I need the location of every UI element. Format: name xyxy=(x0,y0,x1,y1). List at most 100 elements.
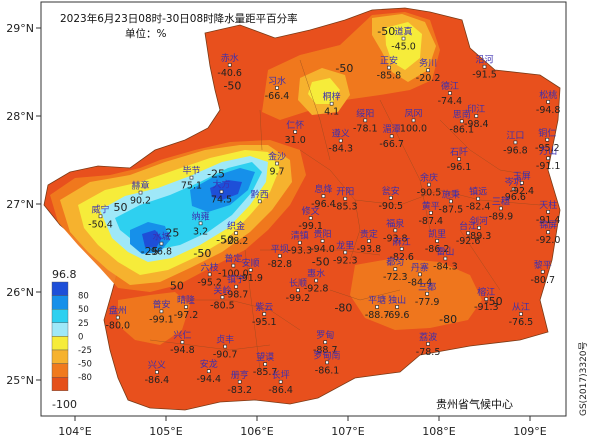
station-name: 凯里 xyxy=(428,228,446,240)
station-value: -86.2 xyxy=(425,244,450,255)
station-marker xyxy=(234,231,238,235)
station-0: 道真 -45.0 xyxy=(391,26,416,53)
station-marker xyxy=(323,340,328,344)
station-marker xyxy=(511,187,516,191)
station-12: 湄潭 -66.7 xyxy=(379,124,404,150)
station-name: 册亨 xyxy=(231,369,249,381)
legend-label-2: 25 xyxy=(78,319,89,329)
station-name: 麻江 xyxy=(393,236,411,248)
station-name: 惠水 xyxy=(307,268,325,280)
contour-label-11: -50 xyxy=(485,295,503,308)
station-marker xyxy=(237,379,242,384)
contour-label-13: -50 xyxy=(312,256,330,269)
legend-label-5: -50 xyxy=(78,360,92,370)
station-value: -93.3 xyxy=(287,246,312,257)
x-tick-label-0: 104°E xyxy=(58,425,91,438)
station-marker xyxy=(320,239,325,243)
station-name: 印江 xyxy=(467,103,485,115)
station-marker xyxy=(159,241,164,246)
station-81: 长坪 -86.4 xyxy=(268,369,293,396)
station-value: -99.1 xyxy=(298,221,323,232)
station-13: 松桃 -94.8 xyxy=(536,89,561,116)
station-value: -91.3 xyxy=(474,302,499,313)
station-name: 开阳 xyxy=(336,187,354,198)
station-marker xyxy=(482,64,487,69)
station-value: -72.3 xyxy=(383,272,408,283)
station-name: 关岭 xyxy=(213,284,231,296)
station-59: 惠水 -92.8 xyxy=(304,268,329,295)
station-17: 万山 -91.1 xyxy=(536,146,561,172)
station-value: -98.4 xyxy=(464,119,489,130)
station-value: -78.1 xyxy=(353,123,378,134)
contour-label-4: 25 xyxy=(165,227,179,240)
station-marker xyxy=(278,379,283,384)
station-value: -88.7 xyxy=(313,345,338,356)
station-marker xyxy=(138,190,143,195)
station-name: 丹寨 xyxy=(411,261,429,273)
station-marker xyxy=(393,228,398,233)
station-73: 平塘 -88.7 xyxy=(365,294,390,321)
band-0-minus25-north xyxy=(385,22,422,70)
station-value: -89.3 xyxy=(467,231,492,242)
station-name: 长顺 xyxy=(289,277,307,289)
band-over80-shuicheng xyxy=(142,230,162,248)
x-tick-label-2: 106°E xyxy=(240,425,273,438)
station-name: 罗甸 xyxy=(316,329,334,341)
station-name: 福泉 xyxy=(386,217,404,229)
station-marker xyxy=(375,305,379,309)
station-marker xyxy=(519,312,523,316)
station-49: 麻江 -82.6 xyxy=(389,236,414,263)
station-marker xyxy=(435,239,439,243)
station-value: -92.4 xyxy=(510,186,535,197)
station-marker xyxy=(513,140,518,145)
station-value: 74.5 xyxy=(211,195,232,206)
station-value: -95.1 xyxy=(252,317,277,328)
station-name: 黄平 xyxy=(422,200,440,212)
station-value: -95.2 xyxy=(197,277,222,288)
station-78: 册亨 -83.2 xyxy=(227,369,252,396)
station-name: 都匀 xyxy=(386,256,404,268)
station-value: 9.7 xyxy=(269,167,284,178)
station-marker xyxy=(474,114,479,118)
station-name: 金沙 xyxy=(268,151,286,163)
station-marker xyxy=(275,86,279,90)
station-marker xyxy=(198,221,203,226)
station-marker xyxy=(338,138,343,143)
station-20: 毕节 75.1 xyxy=(181,165,202,192)
station-value: -66.4 xyxy=(265,91,290,102)
station-value: -77.9 xyxy=(415,297,440,308)
station-name: 平塘 xyxy=(368,294,386,306)
station-marker xyxy=(388,196,393,200)
station-marker xyxy=(546,156,551,161)
station-value: -85.7 xyxy=(253,367,278,378)
station-value: 90.2 xyxy=(130,196,151,207)
contour-label-12: -80 xyxy=(439,313,457,326)
station-value: -82.8 xyxy=(267,259,292,270)
station-name: 贵阳 xyxy=(314,228,332,240)
station-53: 黎平 -80.7 xyxy=(530,259,555,286)
station-name: 松桃 xyxy=(539,89,557,101)
station-23: 金沙 9.7 xyxy=(268,151,286,178)
station-name: 大方 xyxy=(213,179,231,191)
station-name: 道真 xyxy=(395,26,413,38)
station-marker xyxy=(427,182,431,187)
station-name: 铜仁 xyxy=(538,127,556,139)
station-marker xyxy=(457,157,461,161)
station-name: 从江 xyxy=(512,302,530,313)
station-value: -86.4 xyxy=(145,375,170,386)
county-boundaries xyxy=(149,59,541,371)
station-marker xyxy=(367,239,371,243)
legend-swatch-4 xyxy=(51,336,69,351)
station-75: 荔波 -78.5 xyxy=(416,331,441,358)
station-marker xyxy=(476,196,480,201)
station-19: 遵义 -84.3 xyxy=(328,128,353,155)
station-80: 罗甸南 -86.1 xyxy=(314,349,341,376)
station-marker xyxy=(189,175,194,180)
band-minus50-80-east xyxy=(350,258,482,330)
station-value: -98.7 xyxy=(224,290,249,301)
contour-label-10: -80 xyxy=(334,301,352,314)
station-marker xyxy=(293,130,298,134)
station-name: 榕江 xyxy=(477,286,495,298)
legend-swatches: 80 50 25 0 -25 -50 -80 xyxy=(51,281,92,392)
station-value: -85.3 xyxy=(333,202,358,213)
